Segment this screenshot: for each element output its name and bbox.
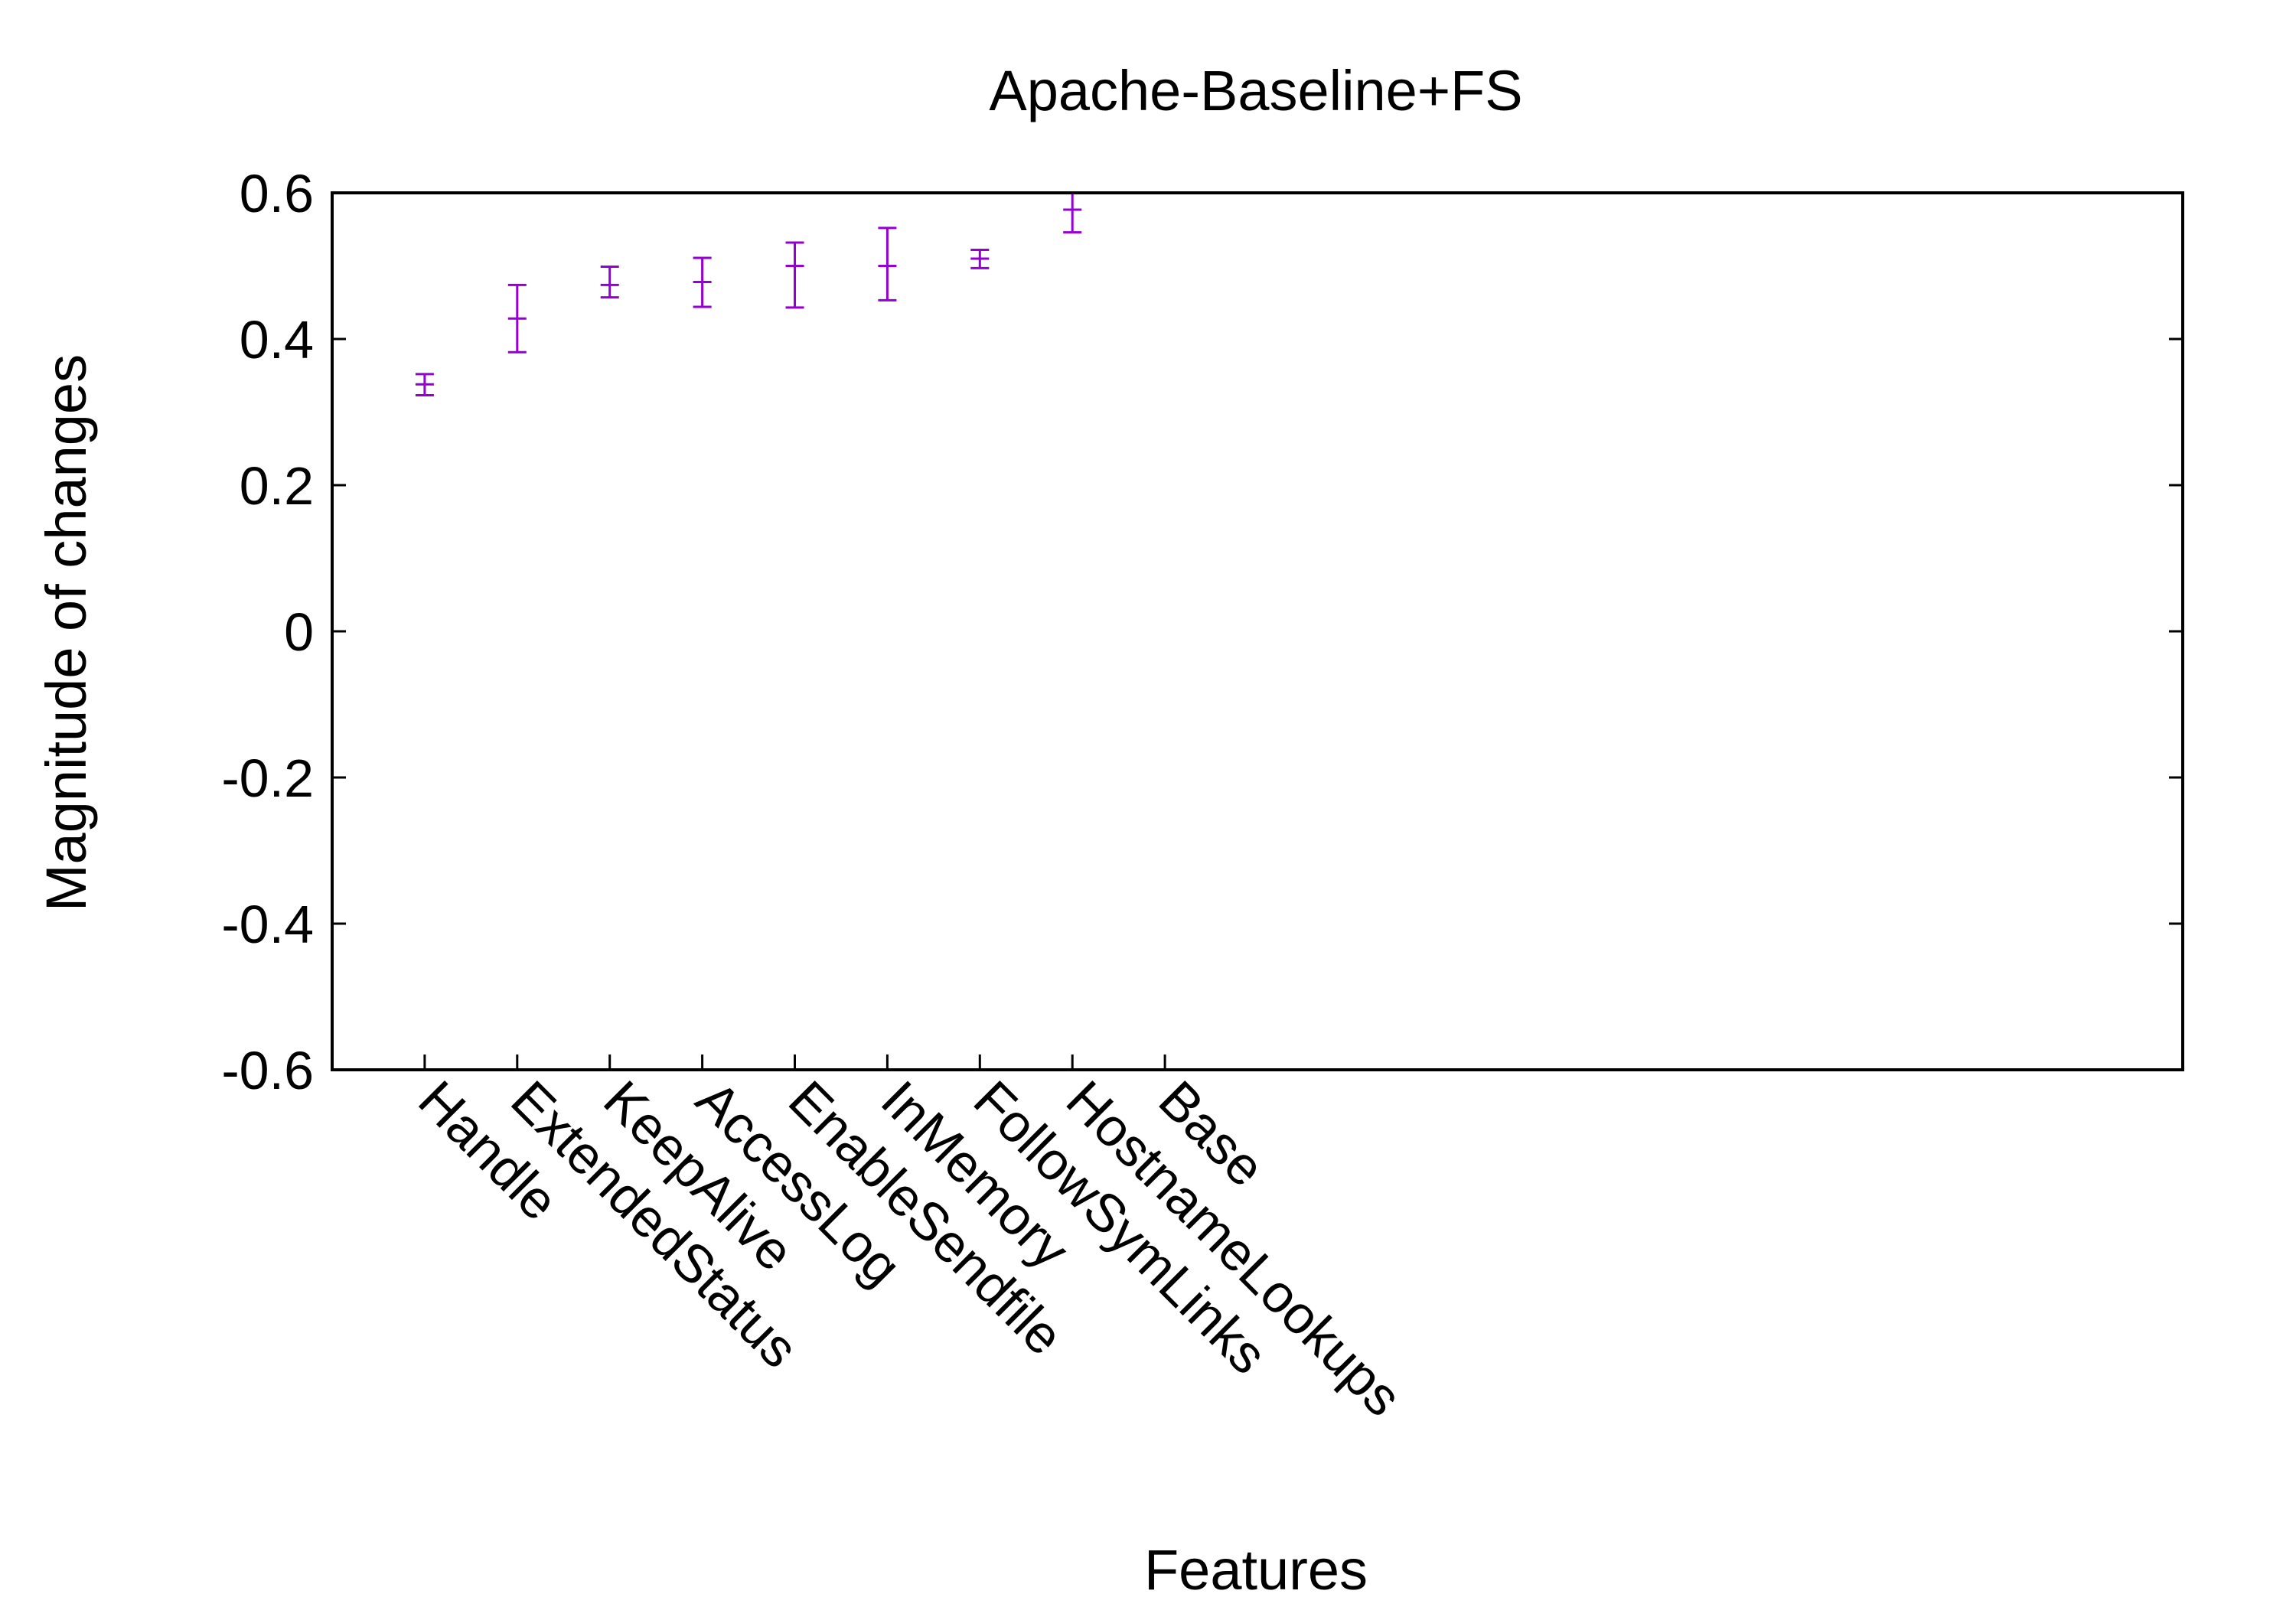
y-axis-label: Magnitude of changes <box>34 354 98 911</box>
chart-title: Apache-Baseline+FS <box>989 59 1522 122</box>
y-tick-label: 0.2 <box>240 456 314 516</box>
y-tick-label: -0.6 <box>221 1041 314 1100</box>
y-tick-label: -0.4 <box>221 895 314 954</box>
error-bar <box>878 227 897 302</box>
error-bar <box>600 265 619 299</box>
y-tick-label: -0.2 <box>221 748 314 808</box>
plot-frame <box>331 191 2184 1071</box>
error-bar <box>693 256 712 308</box>
error-bar <box>785 241 804 309</box>
y-tick-label: 0 <box>284 602 314 662</box>
y-tick-label: 0.6 <box>240 164 314 223</box>
error-bar <box>507 283 527 354</box>
y-tick-label: 0.4 <box>240 310 314 370</box>
ticks-layer: 0.60.40.20-0.2-0.4-0.6 HandleExtendedStat… <box>221 164 2183 1427</box>
x-axis-label: Features <box>1144 1538 1368 1602</box>
error-bar <box>970 248 990 269</box>
error-bar <box>1063 191 1082 234</box>
error-bars <box>415 191 1082 397</box>
error-bar <box>415 373 434 397</box>
